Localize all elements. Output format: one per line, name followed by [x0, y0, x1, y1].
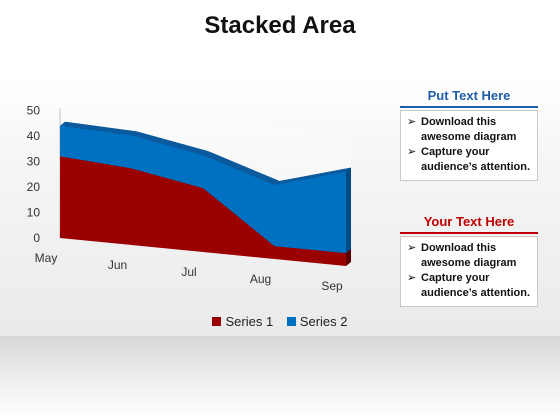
slide-title: Stacked Area [204, 12, 356, 39]
legend-item-series-1: Series 1 [212, 314, 273, 329]
series-2-top-surface [274, 167, 351, 186]
x-tick-label: Sep [321, 279, 343, 293]
text-panel-1: Put Text Here ➢ Download this awesome di… [400, 88, 538, 181]
panel-2-bullet-2-text: Capture your audience’s attention. [421, 272, 531, 299]
panel-1-bullet-2: ➢ Capture your audience’s attention. [407, 145, 533, 175]
x-axis: May Jun Jul Aug Sep [35, 251, 343, 293]
series-2-end-cap [346, 167, 351, 254]
y-tick-label: 50 [27, 104, 41, 118]
panel-1-heading: Put Text Here [400, 88, 538, 108]
y-tick-label: 10 [27, 206, 41, 220]
x-tick-label: Jul [181, 265, 196, 279]
series-1-end-cap [346, 249, 351, 266]
series-2-top-surface [203, 151, 280, 186]
panel-2-bullet-1: ➢ Download this awesome diagram [407, 241, 533, 271]
plot-area [60, 106, 351, 266]
series-2-area [60, 125, 346, 254]
bullet-arrow-icon: ➢ [407, 272, 417, 284]
series-2-top-surface [60, 121, 137, 136]
floor-reflection [0, 336, 560, 420]
y-tick-label: 0 [33, 231, 40, 245]
series-2-top-surface [131, 131, 208, 156]
text-panel-2: Your Text Here ➢ Download this awesome d… [400, 214, 538, 307]
legend-label-series-2: Series 2 [299, 314, 348, 329]
legend-label-series-1: Series 1 [225, 314, 274, 329]
panel-2-heading: Your Text Here [400, 214, 538, 234]
y-tick-label: 30 [27, 155, 41, 169]
y-axis: 0 10 20 30 40 50 [27, 104, 61, 245]
panel-2-box: ➢ Download this awesome diagram ➢ Captur… [400, 236, 538, 307]
series-1-area [60, 156, 346, 266]
legend-swatch-series-2 [286, 317, 296, 326]
x-tick-label: Jun [108, 258, 127, 272]
legend-item-series-2: Series 2 [286, 314, 348, 329]
y-tick-label: 40 [27, 129, 41, 143]
panel-1-bullet-1-text: Download this awesome diagram [421, 116, 517, 143]
y-tick-label: 20 [27, 180, 41, 194]
bullet-arrow-icon: ➢ [407, 242, 417, 254]
panel-2-bullet-1-text: Download this awesome diagram [421, 242, 517, 269]
panel-1-bullet-2-text: Capture your audience’s attention. [421, 146, 531, 173]
bullet-arrow-icon: ➢ [407, 116, 417, 128]
panel-1-box: ➢ Download this awesome diagram ➢ Captur… [400, 110, 538, 181]
panel-2-bullet-2: ➢ Capture your audience’s attention. [407, 271, 533, 301]
legend-swatch-series-1 [212, 317, 222, 326]
panel-1-bullet-1: ➢ Download this awesome diagram [407, 115, 533, 145]
x-tick-label: Aug [250, 272, 271, 286]
legend: Series 1 Series 2 [0, 314, 560, 329]
x-tick-label: May [35, 251, 58, 265]
bullet-arrow-icon: ➢ [407, 146, 417, 158]
